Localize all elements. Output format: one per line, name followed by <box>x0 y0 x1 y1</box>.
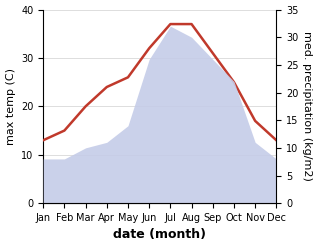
Y-axis label: med. precipitation (kg/m2): med. precipitation (kg/m2) <box>302 31 313 181</box>
X-axis label: date (month): date (month) <box>113 228 206 242</box>
Y-axis label: max temp (C): max temp (C) <box>5 68 16 145</box>
